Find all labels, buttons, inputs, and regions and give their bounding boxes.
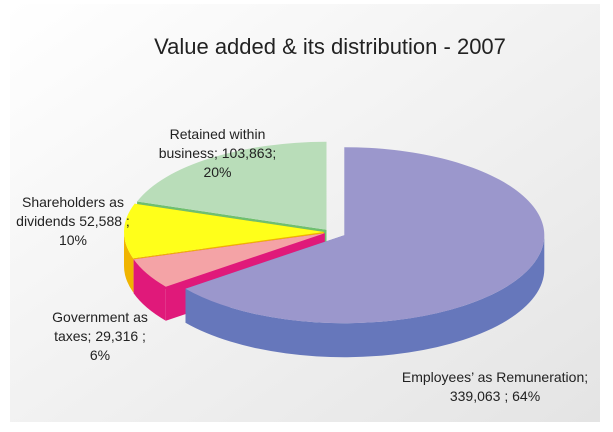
slice-side [185, 235, 545, 358]
data-label: Retained within business; 103,863; 20% [158, 126, 277, 180]
slice-side [133, 259, 166, 321]
data-label: Employees’ as Remuneration; 339,063 ; 64… [401, 369, 589, 404]
slice [124, 203, 324, 259]
data-label: Shareholders as dividends 52,588 ; 10% [16, 194, 130, 248]
data-label: Government as taxes; 29,316 ; 6% [52, 309, 148, 363]
slice [137, 141, 327, 230]
slice-side [124, 232, 134, 293]
slice [185, 147, 545, 324]
chart-title: Value added & its distribution - 2007 [154, 34, 506, 59]
slice [133, 233, 325, 287]
